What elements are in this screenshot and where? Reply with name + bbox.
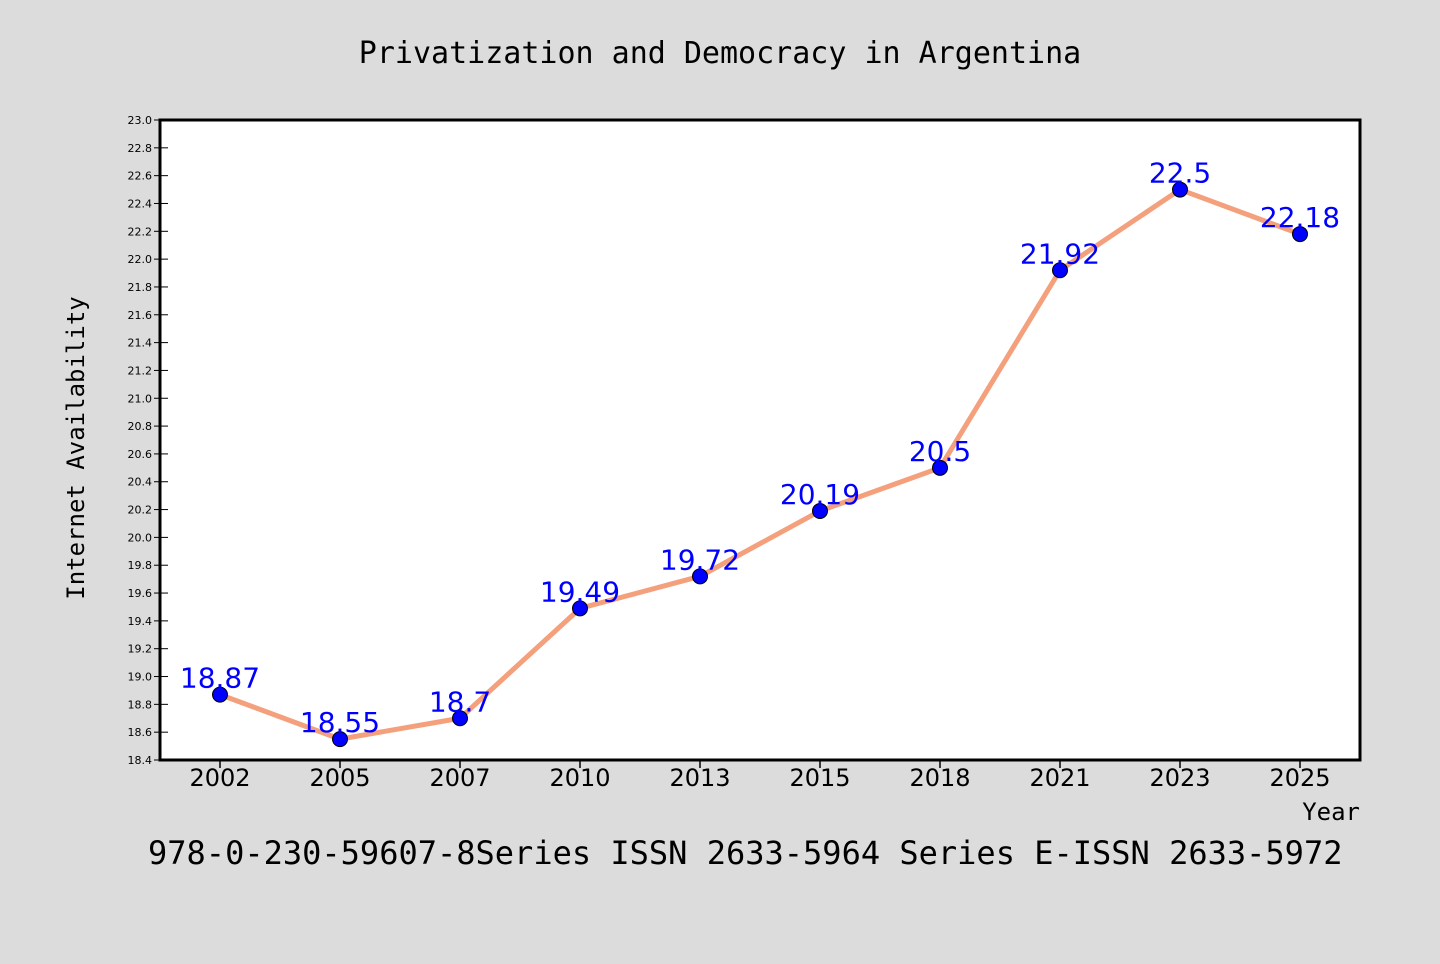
y-tick-label: 22.8 — [128, 142, 153, 155]
data-label: 21.92 — [1020, 237, 1100, 270]
y-tick-label: 19.2 — [128, 643, 153, 656]
y-tick-label: 20.0 — [128, 531, 153, 544]
y-tick-label: 20.8 — [128, 420, 153, 433]
data-label: 20.19 — [780, 478, 860, 511]
data-label-layer: 18.87 18.55 18.7 19.49 19.72 20.19 20.5 21.92 22… — [180, 157, 1340, 740]
data-label: 22.18 — [1260, 201, 1340, 234]
data-point — [452, 710, 468, 727]
x-tick-label: 2005 — [309, 764, 370, 792]
y-tick-label: 22.6 — [128, 170, 153, 183]
y-tick-label: 20.4 — [128, 476, 153, 489]
data-point — [932, 459, 948, 476]
x-tick-label: 2015 — [789, 764, 850, 792]
x-tick-label: 2013 — [669, 764, 730, 792]
y-tick-label: 21.6 — [128, 309, 153, 322]
x-axis-label: Year — [1302, 798, 1360, 826]
data-point — [812, 502, 828, 519]
y-tick-label: 19.6 — [128, 587, 153, 600]
chart-title: Privatization and Democracy in Argentina — [359, 36, 1081, 71]
data-point — [1052, 262, 1068, 279]
y-tick-label: 19.8 — [128, 559, 153, 572]
data-point — [1172, 181, 1188, 198]
y-axis-label: Internet Availability — [62, 296, 90, 599]
x-tick-label: 2023 — [1149, 764, 1210, 792]
footer-text: 978-0-230-59607-8Series ISSN 2633-5964 S… — [148, 834, 1342, 872]
y-tick-label: 20.2 — [128, 504, 153, 517]
data-label: 20.5 — [909, 435, 971, 468]
y-axis: 18.4 18.6 18.8 19.0 19.2 19.4 19.6 19.8 20.0 20.2… — [128, 114, 168, 767]
data-point — [212, 686, 228, 703]
plot-area — [160, 120, 1360, 760]
plot-frame — [158, 118, 1362, 762]
series-line — [217, 187, 1303, 742]
y-tick-label: 18.8 — [128, 698, 153, 711]
y-tick-label: 19.0 — [128, 671, 153, 684]
x-tick-label: 2007 — [429, 764, 490, 792]
data-point — [332, 731, 348, 748]
x-tick-label: 2002 — [189, 764, 250, 792]
y-tick-label: 18.4 — [128, 754, 153, 767]
data-point — [1292, 226, 1308, 243]
marker-layer — [212, 181, 1308, 748]
y-tick-label: 20.6 — [128, 448, 153, 461]
y-tick-label: 21.2 — [128, 364, 153, 377]
data-point — [572, 600, 588, 617]
y-tick-label: 19.4 — [128, 615, 153, 628]
x-tick-label: 2010 — [549, 764, 610, 792]
y-tick-label: 23.0 — [128, 114, 153, 127]
data-label: 18.7 — [429, 685, 491, 718]
y-tick-label: 21.4 — [128, 337, 153, 350]
x-tick-label: 2018 — [909, 764, 970, 792]
data-label: 18.87 — [180, 662, 260, 695]
data-label: 18.55 — [300, 706, 380, 739]
x-tick-label: 2021 — [1029, 764, 1090, 792]
y-tick-label: 18.6 — [128, 726, 153, 739]
y-tick-label: 22.4 — [128, 197, 153, 210]
data-point — [692, 568, 708, 585]
data-label: 19.49 — [540, 575, 620, 608]
data-label: 19.72 — [660, 543, 740, 576]
x-tick-label: 2025 — [1269, 764, 1330, 792]
series-layer — [217, 187, 1303, 742]
y-tick-label: 22.2 — [128, 225, 153, 238]
y-tick-label: 22.0 — [128, 253, 153, 266]
y-tick-label: 21.0 — [128, 392, 153, 405]
data-label: 22.5 — [1149, 157, 1211, 190]
y-tick-label: 21.8 — [128, 281, 153, 294]
